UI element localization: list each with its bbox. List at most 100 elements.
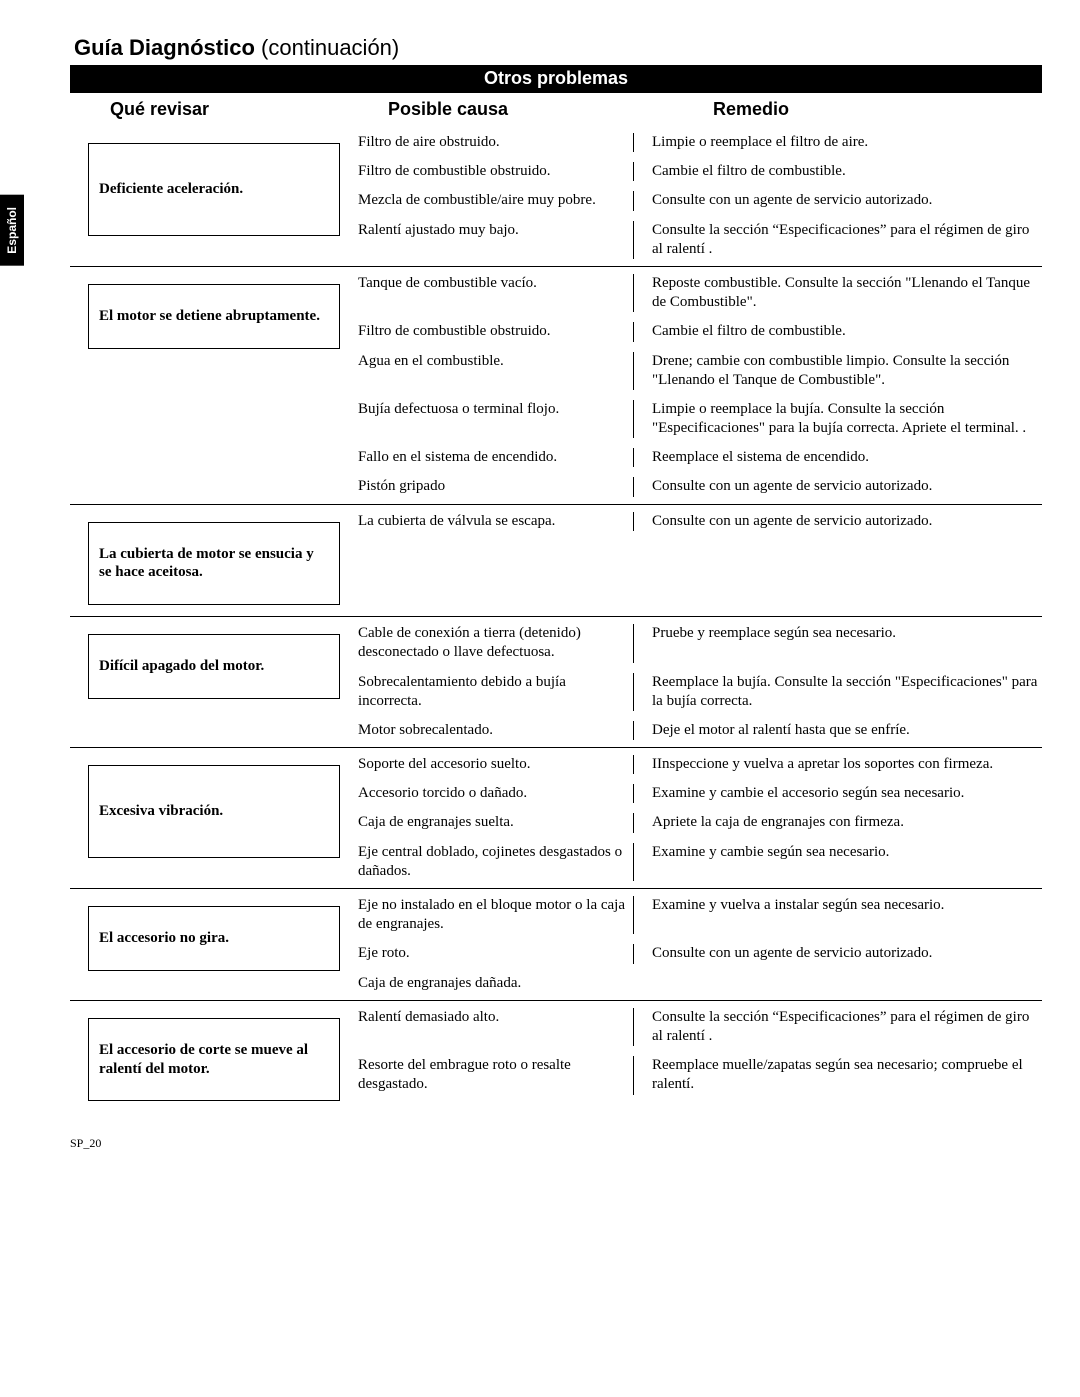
cause-remedy-row: Caja de engranajes dañada. [358,974,1042,993]
remedy-cell [633,974,1042,993]
remedy-cell: Consulte con un agente de servicio autor… [633,944,1042,963]
cause-cell: Soporte del accesorio suelto. [358,755,633,774]
remedy-cell: Drene; cambie con combustible limpio. Co… [633,352,1042,390]
remedy-cell: Consulte la sección “Especificaciones” p… [633,221,1042,259]
check-box: Difícil apagado del motor. [88,634,340,699]
rows-wrap: Cable de conexión a tierra (detenido) de… [358,624,1042,740]
diagnostic-group: El accesorio no gira. Eje no instalado en… [70,889,1042,1001]
rows-wrap: Ralentí demasiado alto.Consulte la secci… [358,1008,1042,1106]
rows-wrap: Soporte del accesorio suelto.IInspeccion… [358,755,1042,881]
remedy-cell: Deje el motor al ralentí hasta que se en… [633,721,1042,740]
cause-cell: Caja de engranajes suelta. [358,813,633,832]
cause-cell: Pistón gripado [358,477,633,496]
check-box: El accesorio de corte se mueve al ralent… [88,1018,340,1102]
rows-wrap: Eje no instalado en el bloque motor o la… [358,896,1042,993]
check-box: La cubierta de motor se ensucia y se hac… [88,522,340,606]
check-box: Excesiva vibración. [88,765,340,858]
cause-remedy-row: Eje roto.Consulte con un agente de servi… [358,944,1042,963]
page-footer: SP_20 [70,1136,1042,1151]
cause-cell: Fallo en el sistema de encendido. [358,448,633,467]
cause-remedy-row: Motor sobrecalentado.Deje el motor al ra… [358,721,1042,740]
check-column: El accesorio no gira. [70,896,358,993]
cause-cell: Resorte del embrague roto o resalte desg… [358,1056,633,1094]
remedy-cell: Consulte con un agente de servicio autor… [633,191,1042,210]
remedy-cell: Limpie o reemplace el filtro de aire. [633,133,1042,152]
check-column: Excesiva vibración. [70,755,358,881]
diagnostic-group: El accesorio de corte se mueve al ralent… [70,1001,1042,1113]
cause-cell: Filtro de aire obstruido. [358,133,633,152]
cause-remedy-row: Filtro de aire obstruido.Limpie o reempl… [358,133,1042,152]
cause-cell: Accesorio torcido o dañado. [358,784,633,803]
check-box: Deficiente aceleración. [88,143,340,236]
title-light: (continuación) [261,35,399,60]
cause-remedy-row: Ralentí demasiado alto.Consulte la secci… [358,1008,1042,1046]
header-remedy: Remedio [633,99,1042,120]
rows-wrap: La cubierta de válvula se escapa.Consult… [358,512,1042,610]
header-check: Qué revisar [70,99,358,120]
remedy-cell: Consulte con un agente de servicio autor… [633,477,1042,496]
diagnostic-group: Deficiente aceleración. Filtro de aire ob… [70,126,1042,267]
remedy-cell: Reemplace el sistema de encendido. [633,448,1042,467]
title-bold: Guía Diagnóstico [74,35,255,60]
remedy-cell: Reemplace muelle/zapatas según sea neces… [633,1056,1042,1094]
page-title: Guía Diagnóstico (continuación) [38,35,1042,61]
check-column: Deficiente aceleración. [70,133,358,259]
remedy-cell: Cambie el filtro de combustible. [633,322,1042,341]
cause-remedy-row: Resorte del embrague roto o resalte desg… [358,1056,1042,1094]
cause-remedy-row: Eje no instalado en el bloque motor o la… [358,896,1042,934]
remedy-cell: Reposte combustible. Consulte la sección… [633,274,1042,312]
check-box: El accesorio no gira. [88,906,340,971]
cause-cell: Mezcla de combustible/aire muy pobre. [358,191,633,210]
diagnostic-group: La cubierta de motor se ensucia y se hac… [70,505,1042,618]
check-column: Difícil apagado del motor. [70,624,358,740]
cause-cell: Caja de engranajes dañada. [358,974,633,993]
cause-remedy-row: Ralentí ajustado muy bajo.Consulte la se… [358,221,1042,259]
cause-cell: Sobrecalentamiento debido a bujía incorr… [358,673,633,711]
cause-remedy-row: La cubierta de válvula se escapa.Consult… [358,512,1042,531]
cause-remedy-row: Eje central doblado, cojinetes desgastad… [358,843,1042,881]
cause-remedy-row: Agua en el combustible.Drene; cambie con… [358,352,1042,390]
header-cause: Posible causa [358,99,633,120]
column-headers: Qué revisar Posible causa Remedio [70,99,1042,120]
cause-remedy-row: Fallo en el sistema de encendido.Reempla… [358,448,1042,467]
remedy-cell: Examine y cambie el accesorio según sea … [633,784,1042,803]
check-box: El motor se detiene abruptamente. [88,284,340,349]
cause-remedy-row: Caja de engranajes suelta.Apriete la caj… [358,813,1042,832]
cause-cell: Tanque de combustible vacío. [358,274,633,312]
cause-remedy-row: Sobrecalentamiento debido a bujía incorr… [358,673,1042,711]
diagnostic-group: Excesiva vibración. Soporte del accesorio… [70,748,1042,889]
cause-cell: Filtro de combustible obstruido. [358,162,633,181]
remedy-cell: Cambie el filtro de combustible. [633,162,1042,181]
remedy-cell: Reemplace la bujía. Consulte la sección … [633,673,1042,711]
cause-remedy-row: Tanque de combustible vacío.Reposte comb… [358,274,1042,312]
cause-cell: La cubierta de válvula se escapa. [358,512,633,531]
check-column: El accesorio de corte se mueve al ralent… [70,1008,358,1106]
cause-remedy-row: Mezcla de combustible/aire muy pobre.Con… [358,191,1042,210]
cause-remedy-row: Accesorio torcido o dañado.Examine y cam… [358,784,1042,803]
remedy-cell: IInspeccione y vuelva a apretar los sopo… [633,755,1042,774]
cause-remedy-row: Soporte del accesorio suelto.IInspeccion… [358,755,1042,774]
remedy-cell: Apriete la caja de engranajes con firmez… [633,813,1042,832]
diagnostic-group: Difícil apagado del motor. Cable de conex… [70,617,1042,748]
cause-cell: Ralentí demasiado alto. [358,1008,633,1046]
cause-remedy-row: Cable de conexión a tierra (detenido) de… [358,624,1042,662]
cause-remedy-row: Bujía defectuosa o terminal flojo.Limpie… [358,400,1042,438]
cause-cell: Cable de conexión a tierra (detenido) de… [358,624,633,662]
remedy-cell: Consulte la sección “Especificaciones” p… [633,1008,1042,1046]
language-tab: Español [0,195,24,266]
content-area: Deficiente aceleración. Filtro de aire ob… [70,126,1042,1112]
cause-cell: Agua en el combustible. [358,352,633,390]
cause-cell: Motor sobrecalentado. [358,721,633,740]
cause-cell: Ralentí ajustado muy bajo. [358,221,633,259]
check-column: La cubierta de motor se ensucia y se hac… [70,512,358,610]
rows-wrap: Filtro de aire obstruido.Limpie o reempl… [358,133,1042,259]
section-bar: Otros problemas [70,65,1042,93]
cause-cell: Eje no instalado en el bloque motor o la… [358,896,633,934]
diagnostic-group: El motor se detiene abruptamente. Tanque … [70,267,1042,505]
check-column: El motor se detiene abruptamente. [70,274,358,497]
cause-cell: Filtro de combustible obstruido. [358,322,633,341]
cause-cell: Bujía defectuosa o terminal flojo. [358,400,633,438]
cause-remedy-row: Filtro de combustible obstruido.Cambie e… [358,162,1042,181]
rows-wrap: Tanque de combustible vacío.Reposte comb… [358,274,1042,497]
remedy-cell: Examine y cambie según sea necesario. [633,843,1042,881]
